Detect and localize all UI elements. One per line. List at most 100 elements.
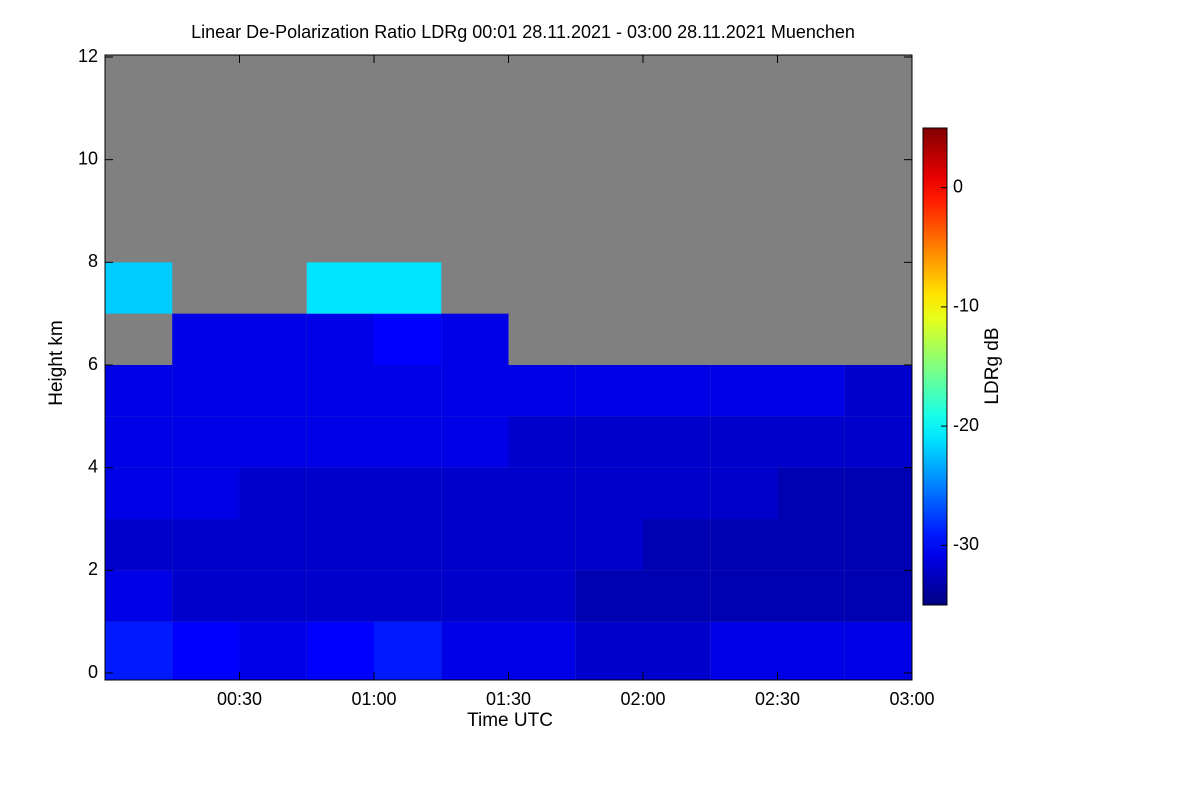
heatmap-cell — [306, 621, 374, 680]
x-tick-label: 01:00 — [351, 689, 396, 709]
y-tick-label: 0 — [88, 662, 98, 682]
heatmap-cell — [172, 621, 240, 680]
heatmap-cell — [643, 570, 711, 622]
heatmap-cell — [777, 416, 845, 468]
colorbar-tick-label: -30 — [953, 534, 979, 554]
heatmap-cell — [239, 570, 307, 622]
heatmap-cell — [441, 365, 509, 417]
heatmap-cell — [239, 365, 307, 417]
heatmap-cell — [777, 570, 845, 622]
heatmap-cell — [374, 313, 442, 365]
heatmap-cell — [172, 467, 240, 519]
heatmap-cell — [374, 519, 442, 571]
heatmap-cell — [643, 621, 711, 680]
heatmap-cell — [374, 262, 442, 314]
heatmap-cell — [643, 467, 711, 519]
heatmap-cell — [508, 519, 576, 571]
x-tick-label: 03:00 — [889, 689, 934, 709]
heatmap-cell — [508, 416, 576, 468]
heatmap-cell — [844, 519, 912, 571]
heatmap-cell — [239, 467, 307, 519]
heatmap-cell — [643, 416, 711, 468]
heatmap-cell — [575, 570, 643, 622]
heatmap-cell — [105, 467, 173, 519]
heatmap-cell — [844, 365, 912, 417]
heatmap-cell — [306, 570, 374, 622]
heatmap-cell — [441, 313, 509, 365]
colorbar-tick-label: 0 — [953, 176, 963, 196]
heatmap-cell — [710, 365, 778, 417]
heatmap-cell — [710, 570, 778, 622]
y-tick-label: 12 — [78, 46, 98, 66]
heatmap-cell — [441, 519, 509, 571]
heatmap-cell — [306, 467, 374, 519]
heatmap-cell — [441, 621, 509, 680]
heatmap-cell — [105, 621, 173, 680]
heatmap-cell — [172, 416, 240, 468]
heatmap-cell — [374, 621, 442, 680]
heatmap-cell — [710, 467, 778, 519]
heatmap-cell — [105, 519, 173, 571]
heatmap-cell — [844, 467, 912, 519]
heatmap-cell — [239, 519, 307, 571]
heatmap-cell — [306, 365, 374, 417]
heatmap-cell — [844, 570, 912, 622]
heatmap-cell — [306, 416, 374, 468]
colorbar-tick-label: -10 — [953, 296, 979, 316]
heatmap-cell — [575, 621, 643, 680]
heatmap-cell — [172, 519, 240, 571]
heatmap-cell — [172, 570, 240, 622]
y-tick-label: 6 — [88, 354, 98, 374]
heatmap-cell — [575, 519, 643, 571]
x-tick-label: 00:30 — [217, 689, 262, 709]
x-axis-label: Time UTC — [467, 710, 553, 731]
heatmap-cell — [105, 262, 173, 314]
heatmap-cell — [710, 621, 778, 680]
heatmap-cell — [575, 416, 643, 468]
y-tick-label: 8 — [88, 251, 98, 271]
heatmap-cell — [777, 621, 845, 680]
heatmap-cell — [374, 570, 442, 622]
heatmap-cell — [710, 519, 778, 571]
heatmap-cell — [508, 621, 576, 680]
heatmap-cell — [844, 621, 912, 680]
colorbar-label: LDRg dB — [982, 327, 1003, 404]
heatmap-cell — [105, 416, 173, 468]
heatmap-cell — [777, 519, 845, 571]
heatmap-cell — [643, 519, 711, 571]
colorbar-tick-label: -20 — [953, 415, 979, 435]
heatmap-cell — [441, 570, 509, 622]
heatmap-cell — [575, 365, 643, 417]
heatmap-cell — [508, 365, 576, 417]
heatmap-cell — [441, 467, 509, 519]
y-tick-label: 4 — [88, 456, 98, 476]
y-axis-label: Height km — [46, 320, 67, 406]
heatmap-cell — [777, 365, 845, 417]
heatmap-cell — [441, 416, 509, 468]
heatmap-cell — [239, 621, 307, 680]
y-tick-label: 2 — [88, 559, 98, 579]
y-tick-label: 10 — [78, 148, 98, 168]
heatmap-cell — [172, 313, 240, 365]
heatmap-cell — [374, 416, 442, 468]
heatmap-cell — [643, 365, 711, 417]
heatmap-cell — [844, 416, 912, 468]
heatmap-cell — [306, 313, 374, 365]
chart-title: Linear De-Polarization Ratio LDRg 00:01 … — [191, 22, 855, 42]
heatmap-cell — [374, 365, 442, 417]
heatmap-cell — [105, 570, 173, 622]
heatmap-cell — [508, 570, 576, 622]
heatmap-cell — [710, 416, 778, 468]
heatmap-cell — [777, 467, 845, 519]
heatmap-cell — [306, 519, 374, 571]
heatmap-cell — [575, 467, 643, 519]
heatmap-cell — [306, 262, 374, 314]
heatmap-cell — [172, 365, 240, 417]
heatmap-cell — [105, 365, 173, 417]
heatmap-cell — [374, 467, 442, 519]
heatmap-cell — [239, 416, 307, 468]
x-tick-label: 02:30 — [755, 689, 800, 709]
x-tick-label: 02:00 — [620, 689, 665, 709]
heatmap-cell — [508, 467, 576, 519]
